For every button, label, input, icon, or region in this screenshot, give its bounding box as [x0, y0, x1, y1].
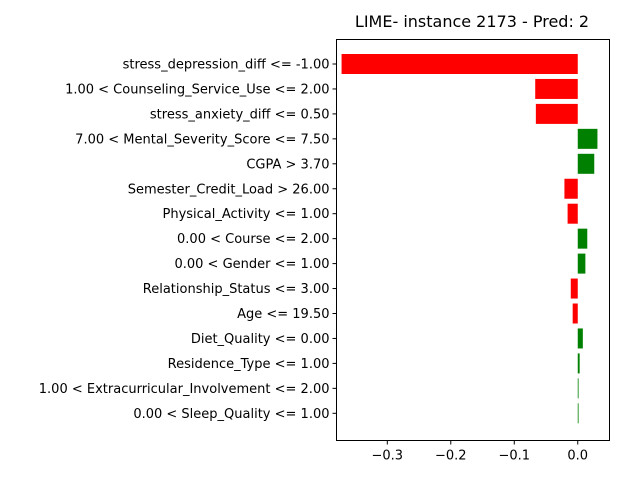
category-label: Diet_Quality <= 0.00: [191, 332, 330, 347]
bars-group: [341, 54, 598, 424]
category-label: stress_anxiety_diff <= 0.50: [150, 107, 330, 122]
bar: [577, 228, 588, 249]
category-label: Semester_Credit_Load > 26.00: [128, 182, 330, 197]
chart-title: LIME- instance 2173 - Pred: 2: [355, 12, 589, 31]
bar: [577, 253, 586, 274]
bar: [535, 103, 578, 124]
bar: [572, 303, 578, 324]
category-label: 0.00 < Sleep_Quality <= 1.00: [133, 407, 329, 422]
bar: [567, 203, 578, 224]
bar: [564, 178, 578, 199]
x-tick-label: −0.3: [372, 449, 404, 464]
bar: [577, 153, 595, 174]
x-tick-label: −0.1: [498, 449, 530, 464]
bar: [577, 128, 598, 149]
category-label: 7.00 < Mental_Severity_Score <= 7.50: [75, 132, 329, 147]
plot-frame: [336, 39, 610, 441]
category-label: Residence_Type <= 1.00: [168, 357, 330, 372]
bar: [577, 378, 579, 399]
x-ticks-group: −0.3 −0.2 −0.1 0.0: [372, 440, 588, 464]
category-label: stress_depression_diff <= -1.00: [123, 58, 330, 73]
bar: [570, 278, 578, 299]
x-tick-label: −0.2: [435, 449, 467, 464]
bar: [577, 403, 579, 424]
bar: [577, 353, 580, 374]
category-label: 1.00 < Counseling_Service_Use <= 2.00: [65, 82, 329, 97]
category-label: 0.00 < Course <= 2.00: [177, 232, 329, 247]
category-label: CGPA > 3.70: [246, 157, 329, 172]
bar: [577, 328, 583, 349]
category-label: Relationship_Status <= 3.00: [143, 282, 330, 297]
category-label: 0.00 < Gender <= 1.00: [174, 257, 329, 272]
bar: [341, 54, 578, 74]
category-labels-group: stress_depression_diff <= -1.00 1.00 < Co…: [39, 58, 337, 422]
bar: [535, 78, 578, 99]
category-label: Age <= 19.50: [237, 307, 329, 322]
x-tick-label: 0.0: [567, 449, 588, 464]
category-label: 1.00 < Extracurricular_Involvement <= 2.…: [39, 382, 330, 397]
category-label: Physical_Activity <= 1.00: [163, 207, 330, 222]
